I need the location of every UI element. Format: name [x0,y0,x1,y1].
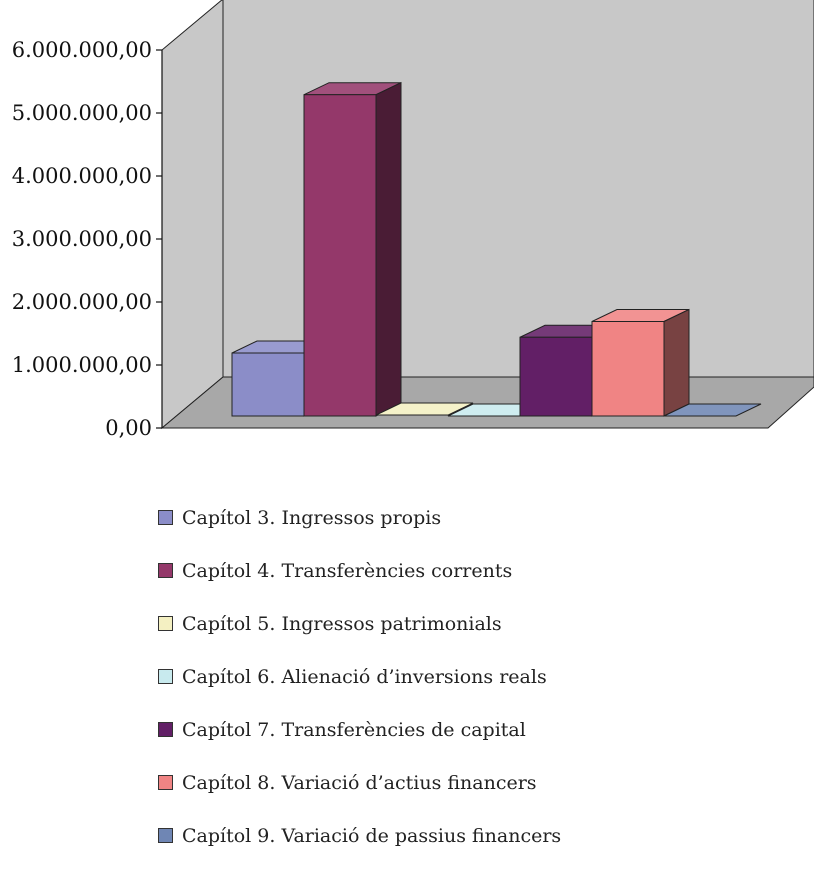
y-tick-label: 1.000.000,00 [12,353,152,377]
legend-item: Capítol 9. Variació de passius financers [158,823,561,848]
y-tick-label: 5.000.000,00 [12,101,152,125]
side-wall [161,0,224,430]
legend-swatch [158,510,173,525]
legend-item: Capítol 4. Transferències corrents [158,558,561,583]
legend-label: Capítol 4. Transferències corrents [182,559,513,582]
legend-label: Capítol 6. Alienació d’inversions reals [182,665,547,688]
bar [663,403,762,417]
bar-top [375,402,474,416]
legend: Capítol 3. Ingressos propis Capítol 4. T… [158,505,561,876]
legend-label: Capítol 5. Ingressos patrimonials [182,612,502,635]
legend-label: Capítol 7. Transferències de capital [182,718,526,741]
legend-label: Capítol 9. Variació de passius financers [182,824,562,847]
bar-front [303,94,377,417]
bar-front [519,336,593,417]
bar [591,308,690,417]
y-tick-label: 2.000.000,00 [12,290,152,314]
bar-front [591,321,665,417]
bar [375,402,474,416]
y-tick-label: 6.000.000,00 [12,38,152,62]
bar-side [375,81,402,417]
bar-chart: 0,00 1.000.000,00 2.000.000,00 3.000.000,00… [12,0,814,440]
bar-side [663,308,690,417]
legend-item: Capítol 5. Ingressos patrimonials [158,611,561,636]
legend-label: Capítol 3. Ingressos propis [182,506,442,529]
legend-swatch [158,775,173,790]
legend-swatch [158,669,173,684]
legend-swatch [158,616,173,631]
legend-swatch [158,722,173,737]
y-axis: 0,00 1.000.000,00 2.000.000,00 3.000.000,00… [12,38,163,440]
bars [231,81,762,417]
legend-swatch [158,563,173,578]
legend-item: Capítol 6. Alienació d’inversions reals [158,664,561,689]
y-tick-label: 3.000.000,00 [12,227,152,251]
bar [303,81,402,417]
y-tick-label: 4.000.000,00 [12,164,152,188]
legend-item: Capítol 8. Variació d’actius financers [158,770,561,795]
bar-top [663,403,762,417]
bar-front [231,352,305,417]
y-tick-label: 0,00 [105,416,152,440]
legend-swatch [158,828,173,843]
legend-item: Capítol 3. Ingressos propis [158,505,561,530]
legend-item: Capítol 7. Transferències de capital [158,717,561,742]
legend-label: Capítol 8. Variació d’actius financers [182,771,537,794]
